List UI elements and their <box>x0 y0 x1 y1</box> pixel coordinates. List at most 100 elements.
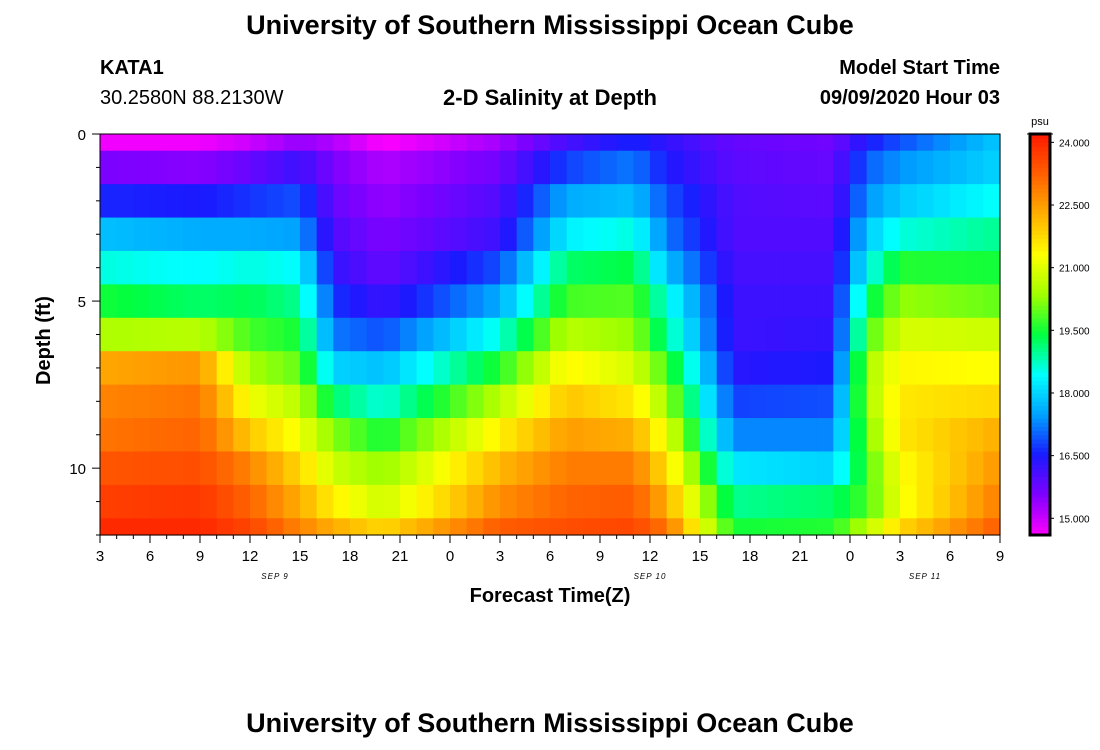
heatmap-cell <box>516 418 534 453</box>
heatmap-cell <box>100 284 118 319</box>
heatmap-cell <box>750 384 768 419</box>
colorbar-segment <box>1030 526 1050 532</box>
heatmap-cell <box>266 418 284 453</box>
heatmap-cell <box>400 418 418 453</box>
heatmap-cell <box>133 518 151 536</box>
heatmap-cell <box>383 134 401 152</box>
heatmap-cell <box>950 284 968 319</box>
heatmap-cell <box>650 217 668 252</box>
heatmap-cell <box>900 384 918 419</box>
heatmap-cell <box>166 518 184 536</box>
colorbar-segment <box>1030 259 1050 265</box>
heatmap-cell <box>516 484 534 519</box>
heatmap-cell <box>850 451 868 486</box>
heatmap-cell <box>450 134 468 152</box>
heatmap-cell <box>733 418 751 453</box>
heatmap-cell <box>716 184 734 219</box>
heatmap-cell <box>116 217 134 252</box>
heatmap-cell <box>666 518 684 536</box>
x-tick-label: 12 <box>642 548 659 565</box>
heatmap-cell <box>433 134 451 152</box>
heatmap-cell <box>583 351 601 386</box>
heatmap-cell <box>683 518 701 536</box>
heatmap-cell <box>433 317 451 352</box>
heatmap-cell <box>950 150 968 185</box>
heatmap-cell <box>550 484 568 519</box>
heatmap-cell <box>800 351 818 386</box>
heatmap-cell <box>116 134 134 152</box>
heatmap-cell <box>283 451 301 486</box>
heatmap-cell <box>650 484 668 519</box>
heatmap-cell <box>233 351 251 386</box>
x-axis-label: Forecast Time(Z) <box>0 585 1100 608</box>
heatmap-cell <box>400 518 418 536</box>
heatmap-cell <box>433 284 451 319</box>
heatmap-cell <box>216 217 234 252</box>
heatmap-cell <box>433 451 451 486</box>
heatmap-cell <box>316 384 334 419</box>
station-coordinates: 30.2580N 88.2130W <box>100 87 284 109</box>
heatmap-cell <box>466 250 484 285</box>
heatmap-cell <box>300 317 318 352</box>
heatmap-cell <box>850 150 868 185</box>
heatmap-cell <box>716 250 734 285</box>
colorbar-segment <box>1030 213 1050 219</box>
heatmap-cell <box>200 484 218 519</box>
heatmap-cell <box>433 184 451 219</box>
heatmap-cell <box>900 451 918 486</box>
date-label: SEP 10 <box>634 572 667 581</box>
heatmap-cell <box>183 150 201 185</box>
heatmap-cell <box>950 484 968 519</box>
heatmap-cell <box>616 484 634 519</box>
heatmap-cell <box>233 518 251 536</box>
heatmap-cell <box>133 284 151 319</box>
heatmap-cell <box>200 250 218 285</box>
heatmap-cell <box>616 150 634 185</box>
heatmap-cell <box>250 150 268 185</box>
heatmap-cell <box>200 451 218 486</box>
colorbar-segment <box>1030 184 1050 189</box>
heatmap-cell <box>416 418 434 453</box>
heatmap-cell <box>600 284 618 319</box>
salinity-heatmap-chart: 0 5 10 3 6 9 12 15 18 21 0 3 6 9 12 15 18 21 0 3 6 9 SEP 9 SEP … <box>69 116 1090 581</box>
heatmap-cell <box>116 250 134 285</box>
heatmap-cell <box>550 184 568 219</box>
heatmap-cell <box>750 518 768 536</box>
colorbar-segment <box>1030 476 1050 482</box>
heatmap-cell <box>766 284 784 319</box>
colorbar-segment <box>1030 489 1050 494</box>
heatmap-cell <box>883 134 901 152</box>
heatmap-cell <box>183 518 201 536</box>
heatmap-cell <box>800 284 818 319</box>
heatmap-cell <box>583 384 601 419</box>
heatmap-cell <box>600 518 618 536</box>
heatmap-cell <box>300 217 318 252</box>
colorbar-segment <box>1030 388 1050 394</box>
heatmap-cell <box>783 134 801 152</box>
heatmap-cell <box>850 284 868 319</box>
colorbar-segment <box>1030 209 1050 214</box>
heatmap-cell <box>216 150 234 185</box>
heatmap-cell <box>283 518 301 536</box>
heatmap-cell <box>816 184 834 219</box>
heatmap-cell <box>200 384 218 419</box>
heatmap-cell <box>283 351 301 386</box>
heatmap-cell <box>933 150 951 185</box>
heatmap-cell <box>650 317 668 352</box>
heatmap-cell <box>933 418 951 453</box>
heatmap-cell <box>100 484 118 519</box>
heatmap-cell <box>483 317 501 352</box>
heatmap-cell <box>383 184 401 219</box>
colorbar: psu 15.000 16.500 18.000 19.500 21.000 22.500 2… <box>1027 116 1090 537</box>
heatmap-cell <box>333 250 351 285</box>
colorbar-segment <box>1030 392 1050 398</box>
heatmap-cell <box>816 484 834 519</box>
heatmap-cell <box>216 317 234 352</box>
heatmap-cell <box>116 418 134 453</box>
heatmap-cell <box>700 217 718 252</box>
heatmap-cell <box>566 451 584 486</box>
heatmap-cell <box>850 418 868 453</box>
heatmap-cell <box>850 484 868 519</box>
heatmap-cell <box>166 451 184 486</box>
heatmap-cell <box>950 317 968 352</box>
